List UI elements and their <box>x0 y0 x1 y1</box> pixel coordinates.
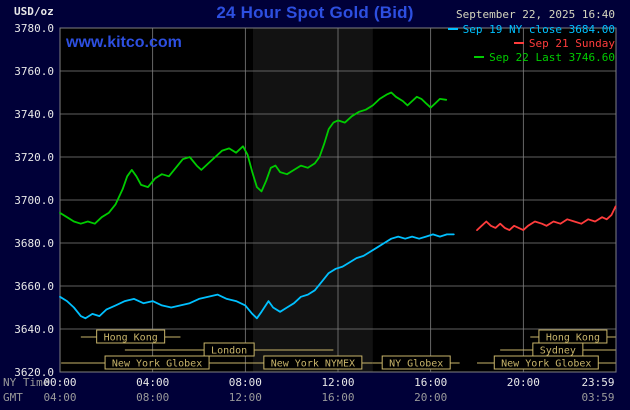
session-label-box <box>381 355 451 370</box>
legend-item-1: Sep 21 Sunday <box>448 37 615 51</box>
legend-label: Sep 19 NY close 3684.00 <box>462 23 615 36</box>
chart-datetime: September 22, 2025 16:40 <box>456 8 615 21</box>
units-label: USD/oz <box>14 5 54 18</box>
session-label-box <box>493 355 599 370</box>
session-label: New York NYMEX <box>271 359 355 370</box>
legend: Sep 19 NY close 3684.00 Sep 21 Sunday Sep … <box>447 23 615 65</box>
legend-item-0: Sep 19 NY close 3684.00 <box>447 23 615 37</box>
ny-time-axis-label: NY Time <box>3 376 50 389</box>
price-series-0 <box>59 233 455 320</box>
plot-border <box>59 27 617 373</box>
session-label-box <box>203 342 255 357</box>
legend-line-swatch <box>474 55 485 58</box>
session-label: NY Globex <box>389 359 443 370</box>
gmt-axis-label: GMT <box>3 391 23 404</box>
session-label: Sydney <box>540 346 576 357</box>
legend-item-2: Sep 22 Last 3746.60 <box>448 51 615 65</box>
session-label-box <box>104 355 210 370</box>
kitco-link[interactable]: www.kitco.com <box>66 34 182 51</box>
legend-line-swatch <box>447 27 458 30</box>
session-label: London <box>211 346 247 357</box>
legend-line-swatch <box>513 41 524 44</box>
session-label-box <box>263 355 363 370</box>
session-label-box <box>96 329 166 344</box>
session-label: New York Globex <box>112 359 202 370</box>
session-label: Hong Kong <box>104 333 158 344</box>
price-series-2 <box>59 91 448 225</box>
chart-title: 24 Hour Spot Gold (Bid) <box>216 3 414 22</box>
legend-label: Sep 22 Last 3746.60 <box>489 51 615 64</box>
session-label: New York Globex <box>501 359 591 370</box>
session-label: Hong Kong <box>546 333 600 344</box>
legend-label: Sep 21 Sunday <box>528 37 615 50</box>
price-series-1 <box>476 205 617 232</box>
